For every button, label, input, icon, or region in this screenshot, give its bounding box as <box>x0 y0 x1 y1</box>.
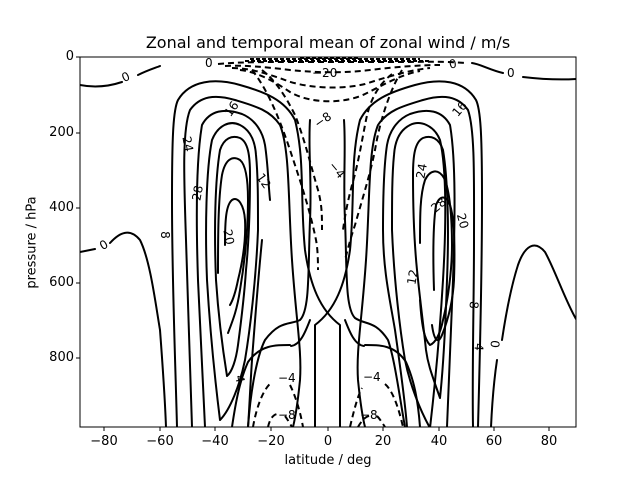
x-axis-label: latitude / deg <box>284 453 372 468</box>
contour-label: 0 <box>487 339 503 349</box>
y-tick-label: 200 <box>49 125 74 140</box>
y-tick-label: 0 <box>65 49 74 64</box>
contour-label: 8 <box>466 300 482 310</box>
x-tick-label: 80 <box>540 434 558 449</box>
x-tick-label: 0 <box>323 434 333 449</box>
contour-label: −8 <box>278 408 296 422</box>
contour-label: 24 <box>413 162 430 180</box>
contour-label: 12 <box>404 268 421 286</box>
y-tick-label: 800 <box>49 350 74 365</box>
x-tick-label: 40 <box>430 434 448 449</box>
contour-label: 28 <box>189 184 206 202</box>
contour-label: −4 <box>363 370 381 384</box>
x-tick-label: −80 <box>90 434 118 449</box>
contour-label: 0 <box>507 66 515 80</box>
contour-label: 8 <box>157 231 172 239</box>
x-tick-label: 60 <box>485 434 503 449</box>
contour-label: −8 <box>360 408 378 422</box>
contour-lines <box>80 62 576 427</box>
x-ticks <box>103 427 550 431</box>
contour-label: 0 <box>205 56 213 70</box>
y-tick-label: 400 <box>49 200 74 215</box>
contour-label: −20 <box>312 66 338 80</box>
contour-label: 4 <box>471 342 487 352</box>
contour-label: 20 <box>220 228 237 246</box>
contour-label: −4 <box>278 371 296 385</box>
y-tick-label: 600 <box>49 275 74 290</box>
x-tick-label: −60 <box>146 434 174 449</box>
y-ticks <box>76 56 80 359</box>
chart-title: Zonal and temporal mean of zonal wind / … <box>145 33 511 52</box>
top-easterly-cluster <box>245 57 430 62</box>
x-tick-label: −20 <box>257 434 285 449</box>
contour-label: 24 <box>179 135 196 153</box>
x-tick-label: 20 <box>374 434 392 449</box>
x-tick-label: −40 <box>201 434 229 449</box>
